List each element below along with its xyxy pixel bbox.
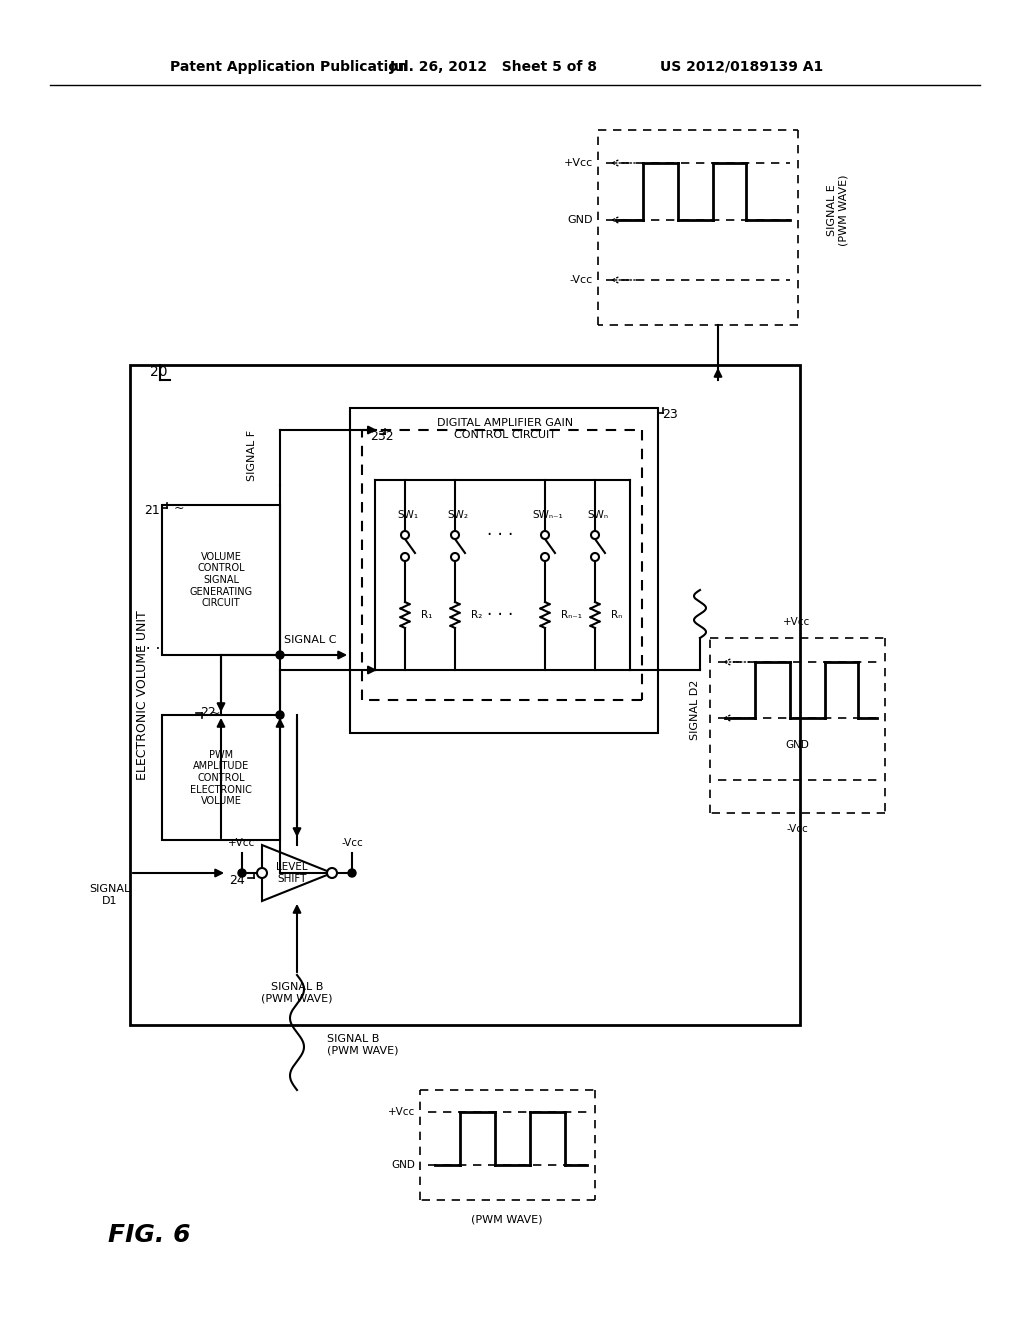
Text: 23: 23 [662,408,678,421]
Text: +Vcc: +Vcc [388,1107,415,1117]
Circle shape [348,869,356,876]
Circle shape [401,531,409,539]
Text: SWₙ₋₁: SWₙ₋₁ [532,510,563,520]
Circle shape [327,869,337,878]
Bar [350,408,658,733]
Text: Patent Application Publication: Patent Application Publication [170,59,408,74]
Text: SIGNAL C: SIGNAL C [284,635,336,645]
Circle shape [591,531,599,539]
Text: 20: 20 [150,366,168,379]
Text: 232: 232 [370,429,393,442]
Circle shape [451,531,459,539]
Text: SIGNAL E
(PWM WAVE): SIGNAL E (PWM WAVE) [827,174,849,246]
Bar [162,715,280,840]
Text: -Vcc: -Vcc [569,275,593,285]
Text: GND: GND [567,215,593,224]
Text: GND: GND [391,1160,415,1170]
Text: +Vcc: +Vcc [783,616,811,627]
Text: Jul. 26, 2012   Sheet 5 of 8: Jul. 26, 2012 Sheet 5 of 8 [390,59,598,74]
Circle shape [591,553,599,561]
Circle shape [451,553,459,561]
Text: Rₙ₋₁: Rₙ₋₁ [561,610,582,620]
Text: 24: 24 [229,874,245,887]
Text: DIGITAL AMPLIFIER GAIN
CONTROL CIRCUIT: DIGITAL AMPLIFIER GAIN CONTROL CIRCUIT [437,418,573,440]
Circle shape [401,553,409,561]
Text: SIGNAL D2: SIGNAL D2 [690,680,700,741]
Text: · · ·: · · · [486,606,513,624]
Text: VOLUME
CONTROL
SIGNAL
GENERATING
CIRCUIT: VOLUME CONTROL SIGNAL GENERATING CIRCUIT [189,552,253,609]
Bar [130,366,800,1026]
Text: R₁: R₁ [421,610,432,620]
Circle shape [541,553,549,561]
Text: ELECTRONIC VOLUME UNIT: ELECTRONIC VOLUME UNIT [136,610,150,780]
Text: 22: 22 [200,706,216,719]
Circle shape [257,869,267,878]
Bar [162,506,280,655]
Text: ~: ~ [210,706,220,719]
Text: SIGNAL B
(PWM WAVE): SIGNAL B (PWM WAVE) [327,1034,398,1056]
Text: +Vcc: +Vcc [564,158,593,168]
Text: SIGNAL
D1: SIGNAL D1 [89,884,131,906]
Text: LEVEL
SHIFT: LEVEL SHIFT [276,862,308,884]
Circle shape [238,869,246,876]
Text: -Vcc: -Vcc [341,838,362,847]
Text: -Vcc: -Vcc [786,824,808,834]
Text: +Vcc: +Vcc [228,838,256,847]
Text: · · ·: · · · [486,525,513,544]
Text: SW₂: SW₂ [447,510,469,520]
Text: R₂: R₂ [471,610,482,620]
Text: SIGNAL F: SIGNAL F [247,429,257,480]
Circle shape [276,711,284,719]
Text: (PWM WAVE): (PWM WAVE) [471,1214,543,1225]
Text: FIG. 6: FIG. 6 [108,1224,190,1247]
Text: Rₙ: Rₙ [611,610,623,620]
Text: SW₁: SW₁ [397,510,419,520]
Text: 21: 21 [144,503,160,516]
Text: US 2012/0189139 A1: US 2012/0189139 A1 [660,59,823,74]
Text: ~: ~ [174,502,184,515]
Text: PWM
AMPLITUDE
CONTROL
ELECTRONIC
VOLUME: PWM AMPLITUDE CONTROL ELECTRONIC VOLUME [190,750,252,807]
Text: GND: GND [785,741,809,750]
Text: SWₙ: SWₙ [588,510,608,520]
Text: · · ·: · · · [136,643,160,657]
Text: SIGNAL B
(PWM WAVE): SIGNAL B (PWM WAVE) [261,982,333,1003]
Circle shape [276,651,284,659]
Circle shape [541,531,549,539]
